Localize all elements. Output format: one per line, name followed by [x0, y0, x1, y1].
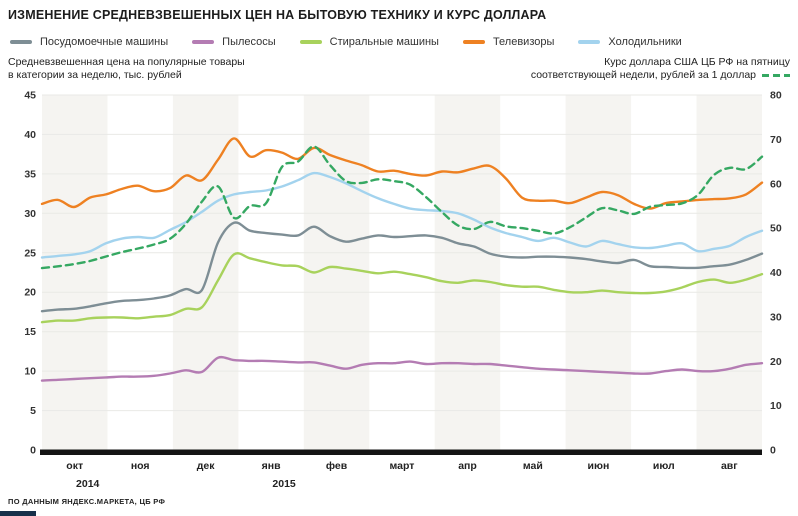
svg-text:15: 15 [24, 326, 36, 338]
series-line-Телевизоры [40, 137, 764, 210]
month-label-ноя: ноя [131, 460, 150, 472]
svg-text:60: 60 [770, 178, 782, 190]
fridges-swatch-icon [578, 40, 601, 44]
svg-text:10: 10 [24, 366, 36, 378]
left-axis-note: Средневзвешенная цена на популярные това… [8, 56, 245, 82]
left-axis-note-line2: в категории за неделю, тыс. рублей [8, 69, 182, 81]
series-line-Холодильники [40, 171, 764, 259]
legend: Посудомоечные машины Пылесосы Стиральные… [10, 36, 682, 48]
svg-text:35: 35 [24, 168, 36, 180]
svg-text:45: 45 [24, 90, 36, 102]
tvs-swatch-icon [462, 40, 485, 44]
left-axis-note-line1: Средневзвешенная цена на популярные това… [8, 56, 245, 68]
svg-text:10: 10 [770, 400, 782, 412]
month-labels: окт ноя дек янв фев март апр май июн июл авг [66, 460, 738, 472]
svg-text:20: 20 [770, 356, 782, 368]
right-axis-note-line2: соответствующей недели, рублей за 1 долл… [530, 69, 756, 81]
year-label-2014: 2014 [76, 478, 100, 490]
svg-text:80: 80 [770, 90, 782, 102]
screenshot-edge-artifact [0, 511, 36, 516]
legend-item-tvs: Телевизоры [462, 36, 555, 48]
svg-text:40: 40 [24, 129, 36, 141]
svg-text:70: 70 [770, 134, 782, 146]
svg-text:30: 30 [24, 208, 36, 220]
svg-text:0: 0 [770, 445, 776, 457]
year-label-2015: 2015 [272, 478, 296, 490]
left-axis-ticks: 0 5 10 15 20 25 30 35 40 45 [24, 90, 36, 457]
year-labels: 2014 2015 [76, 478, 296, 490]
series-lines [40, 137, 764, 382]
legend-item-washers: Стиральные машины [299, 36, 439, 48]
svg-text:40: 40 [770, 267, 782, 279]
month-label-авг: авг [721, 460, 738, 472]
month-label-март: март [390, 460, 415, 472]
month-band-авг [696, 95, 762, 450]
month-label-июл: июл [653, 460, 675, 472]
legend-label: Телевизоры [492, 36, 555, 48]
month-bands [42, 95, 762, 450]
svg-text:5: 5 [30, 405, 36, 417]
legend-item-vacuums: Пылесосы [192, 36, 276, 48]
month-label-июн: июн [588, 460, 610, 472]
legend-label: Стиральные машины [329, 36, 439, 48]
month-label-дек: дек [197, 460, 216, 472]
svg-text:0: 0 [30, 445, 36, 457]
legend-label: Посудомоечные машины [40, 36, 169, 48]
month-band-июн [565, 95, 632, 450]
svg-text:20: 20 [24, 287, 36, 299]
right-axis-note: Курс доллара США ЦБ РФ на пятницу соотве… [531, 56, 790, 82]
svg-text:50: 50 [770, 223, 782, 235]
vacuums-swatch-icon [192, 40, 215, 44]
x-axis-bar [40, 449, 762, 455]
series-line-Курс доллара США [40, 145, 764, 270]
dishwashers-swatch-icon [10, 40, 32, 44]
usd-dashed-line-swatch-icon [762, 74, 790, 77]
legend-item-dishwashers: Посудомоечные машины [10, 36, 168, 48]
month-band-окт [42, 95, 108, 450]
month-label-окт: окт [66, 460, 83, 472]
legend-item-fridges: Холодильники [578, 36, 682, 48]
month-band-дек [172, 95, 239, 450]
month-label-фев: фев [326, 460, 348, 472]
month-label-апр: апр [458, 460, 477, 472]
month-band-апр [434, 95, 501, 450]
series-line-Пылесосы [40, 355, 764, 382]
legend-label: Пылесосы [222, 36, 276, 48]
series-line-Стиральные машины [40, 252, 764, 324]
right-axis-note-line1: Курс доллара США ЦБ РФ на пятницу [604, 56, 790, 68]
source-footer: ПО ДАННЫМ ЯНДЕКС.МАРКЕТА, ЦБ РФ [8, 497, 166, 506]
svg-text:30: 30 [770, 311, 782, 323]
right-axis-ticks: 0 10 20 30 40 50 60 70 80 [770, 90, 782, 457]
page-title: ИЗМЕНЕНИЕ СРЕДНЕВЗВЕШЕННЫХ ЦЕН НА БЫТОВУ… [8, 8, 547, 22]
month-label-янв: янв [262, 460, 281, 472]
gridlines [42, 94, 762, 412]
series-line-Посудомоечные машины [40, 221, 764, 313]
month-label-май: май [523, 460, 543, 472]
washers-swatch-icon [299, 40, 322, 44]
legend-label: Холодильники [608, 36, 682, 48]
svg-text:25: 25 [24, 247, 36, 259]
